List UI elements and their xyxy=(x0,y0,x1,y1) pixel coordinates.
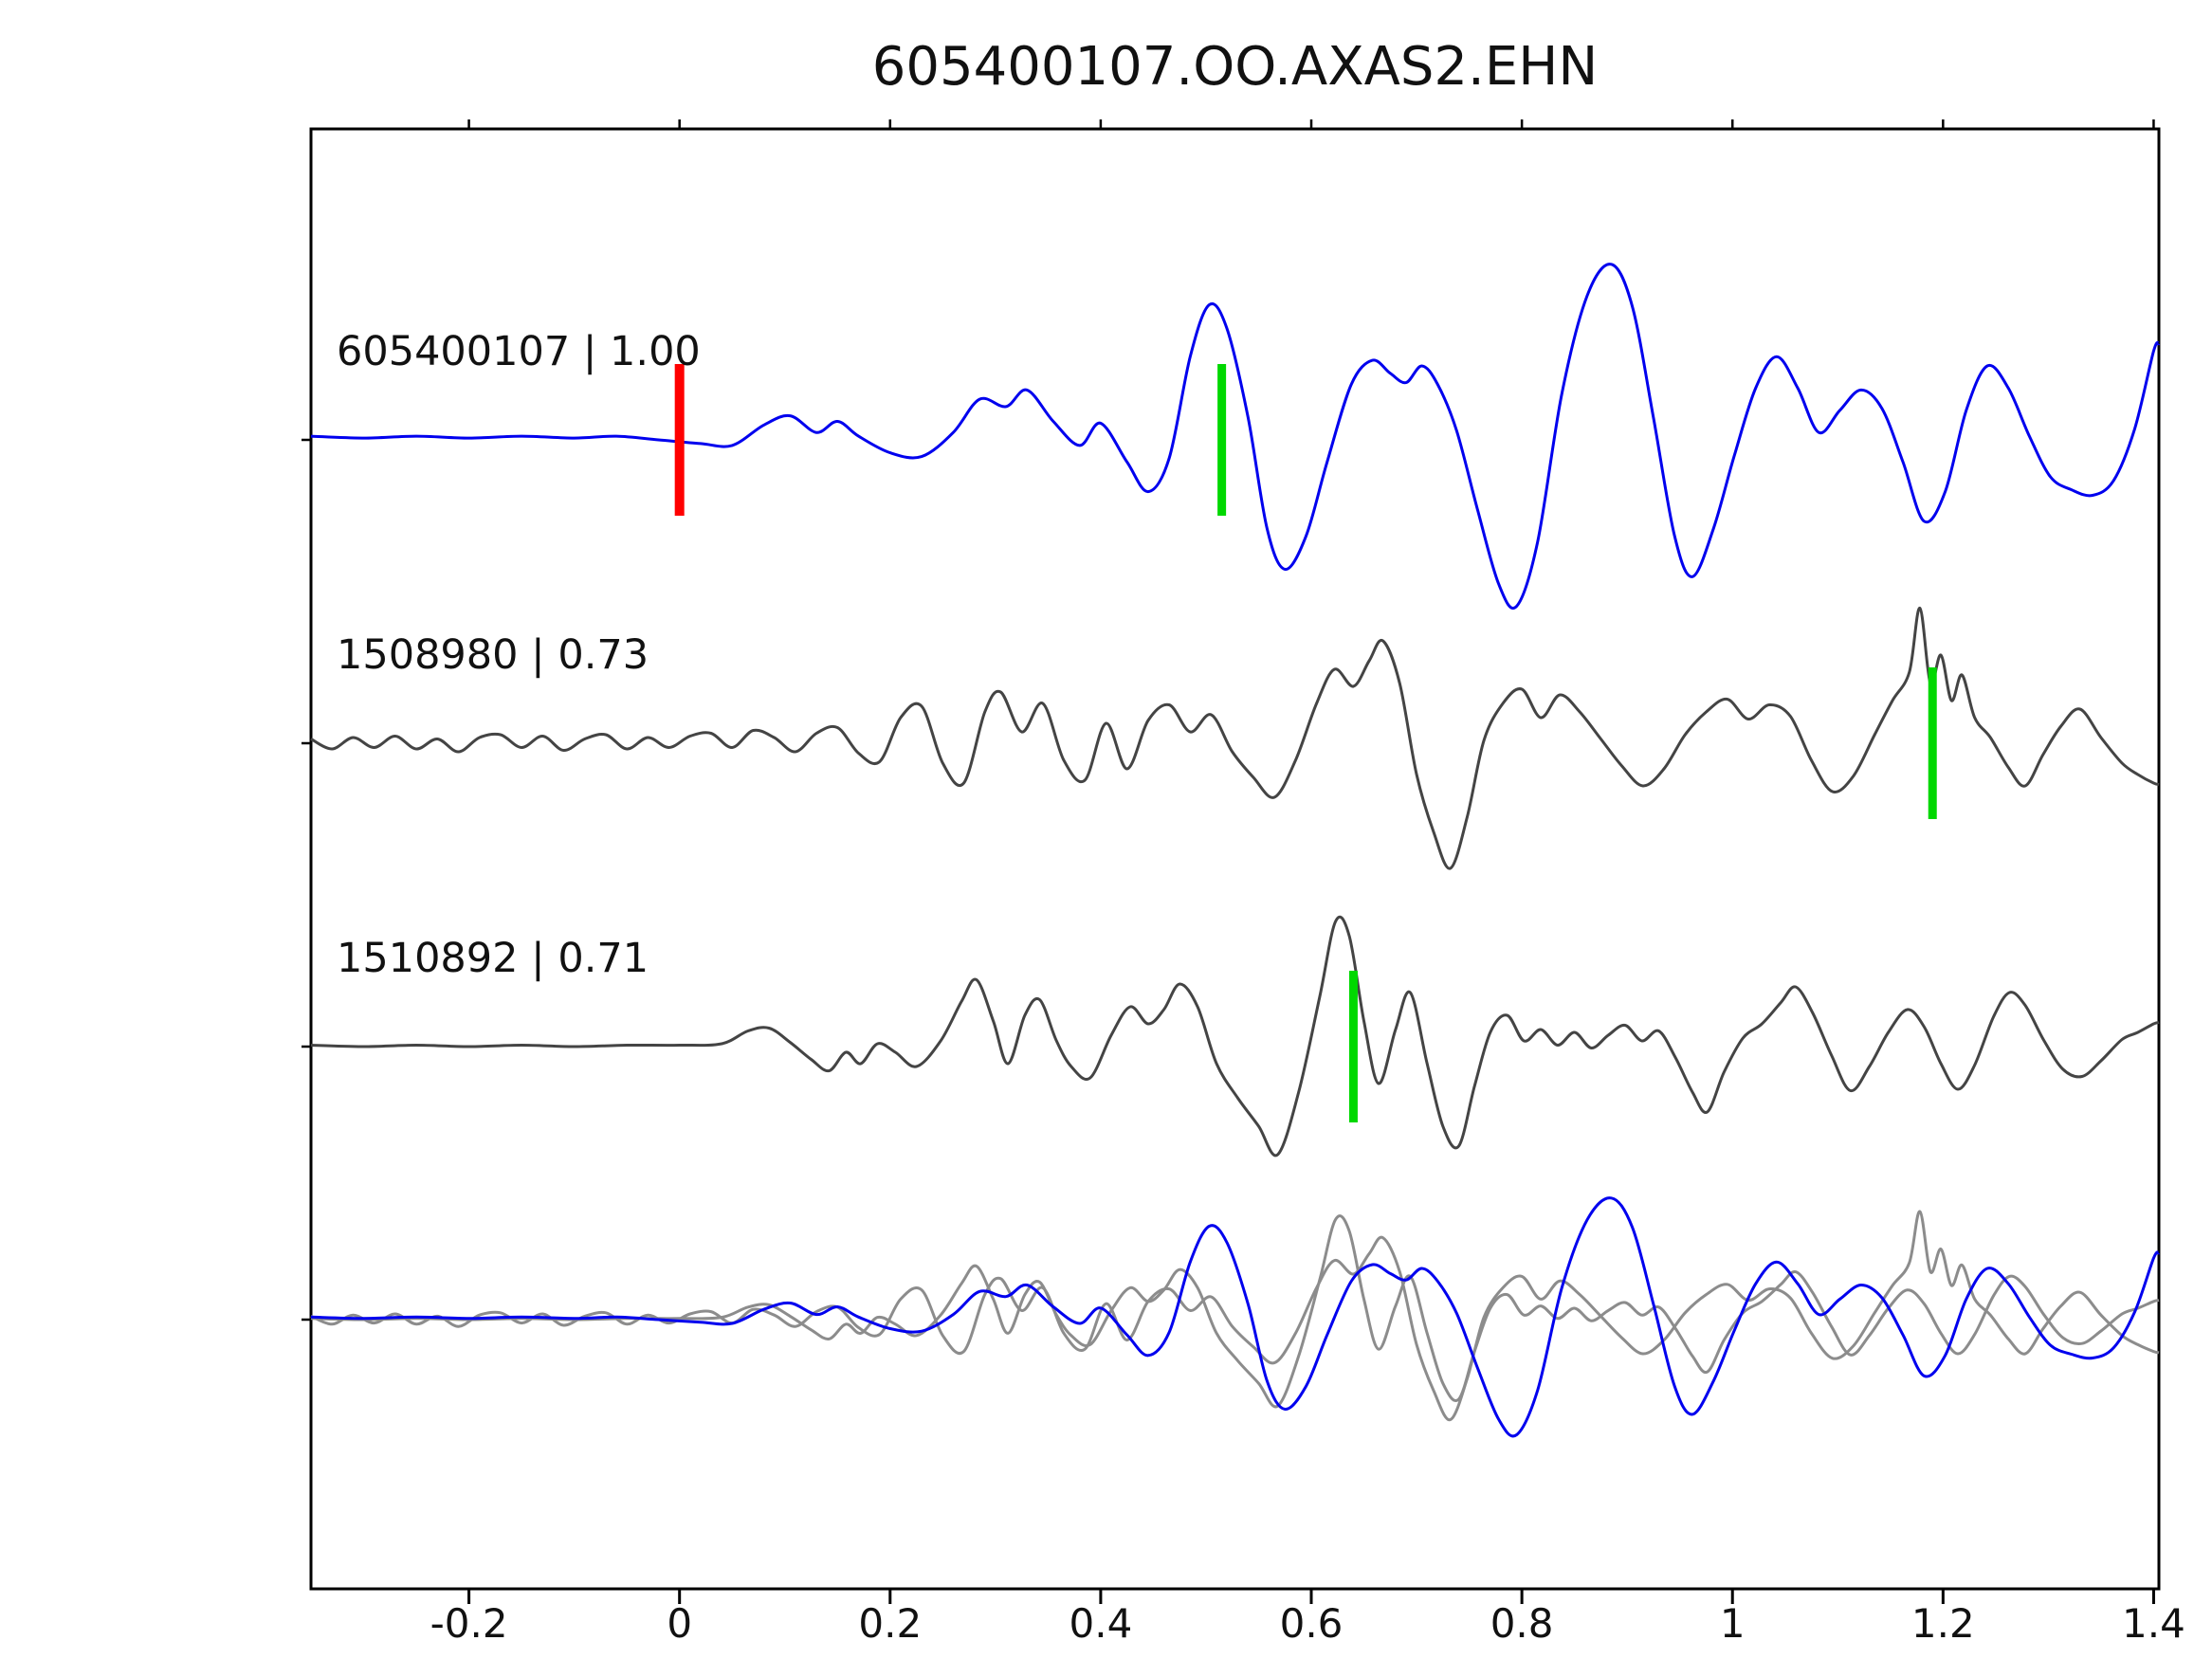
x-tick-label: -0.2 xyxy=(430,1600,508,1647)
trace-path-605400107-overlay xyxy=(310,1196,2161,1438)
trace-label-template: 605400107 | 1.00 xyxy=(337,328,701,375)
trace-label-detection-1: 1508980 | 0.73 xyxy=(337,631,649,679)
trace-path-1508980 xyxy=(310,606,2160,870)
x-tick-label: 1.2 xyxy=(1910,1600,1975,1647)
trace-label-detection-2: 1510892 | 0.71 xyxy=(337,935,649,982)
x-tick-label: 1 xyxy=(1719,1600,1746,1647)
x-tick-label: 0.6 xyxy=(1279,1600,1344,1647)
x-tick-label: 0.2 xyxy=(858,1600,923,1647)
trace-path-1510892-overlay xyxy=(310,1214,2160,1409)
x-tick-label: 0.4 xyxy=(1069,1600,1133,1647)
x-tick-label: 0 xyxy=(667,1600,693,1647)
plot-title: 605400107.OO.AXAS2.EHN xyxy=(871,36,1599,98)
axes-box xyxy=(309,127,2161,1591)
x-tick-label: 1.4 xyxy=(2122,1600,2185,1647)
trace-path-1510892 xyxy=(310,915,2160,1158)
trace-path-605400107 xyxy=(310,263,2161,610)
x-tick-label: 0.8 xyxy=(1490,1600,1554,1647)
